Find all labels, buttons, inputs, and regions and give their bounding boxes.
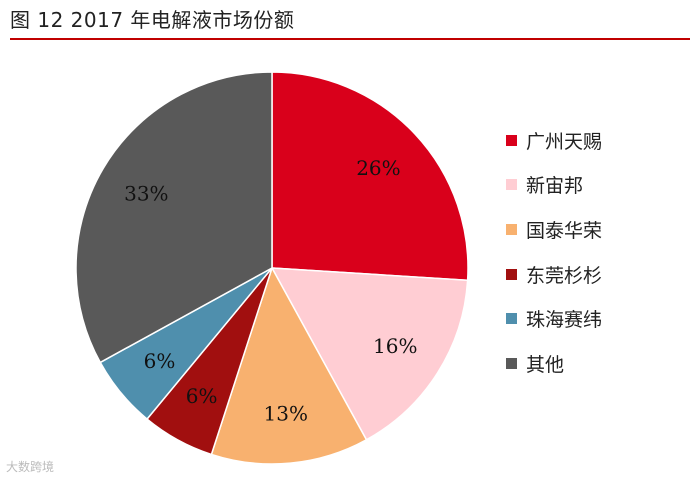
legend-item: 其他	[506, 341, 602, 386]
watermark: 大数跨境	[6, 460, 55, 474]
legend-swatch	[506, 357, 517, 369]
pie-slice	[75, 71, 273, 364]
legend-label: 其他	[526, 353, 565, 376]
legend-swatch	[506, 268, 517, 280]
legend-swatch	[506, 313, 517, 325]
slice-value-label: 26%	[356, 156, 400, 180]
legend-swatch	[506, 223, 517, 235]
slice-value-label: 6%	[186, 384, 218, 408]
legend-swatch	[506, 134, 517, 146]
legend: 广州天赐 新宙邦 国泰华荣 东莞杉杉 珠海赛纬 其他	[506, 118, 602, 386]
legend-label: 广州天赐	[526, 130, 603, 153]
legend-item: 广州天赐	[506, 118, 602, 163]
pie-slice	[270, 267, 469, 441]
chart-title: 图 12 2017 年电解液市场份额	[10, 8, 295, 32]
legend-label: 新宙邦	[526, 175, 584, 198]
legend-item: 国泰华荣	[506, 207, 602, 252]
slice-value-label: 16%	[373, 334, 417, 358]
slice-value-label: 13%	[264, 401, 308, 425]
legend-item: 珠海赛纬	[506, 296, 602, 341]
legend-swatch	[506, 179, 517, 191]
pie-slice	[271, 71, 469, 282]
legend-label: 国泰华荣	[526, 219, 603, 242]
slice-value-label: 33%	[124, 182, 168, 206]
legend-item: 东莞杉杉	[506, 252, 602, 297]
slice-value-label: 6%	[144, 349, 176, 373]
title-divider	[10, 38, 690, 40]
legend-label: 珠海赛纬	[526, 309, 603, 332]
legend-label: 东莞杉杉	[526, 264, 603, 287]
legend-item: 新宙邦	[506, 163, 602, 208]
pie-slice	[210, 266, 368, 465]
